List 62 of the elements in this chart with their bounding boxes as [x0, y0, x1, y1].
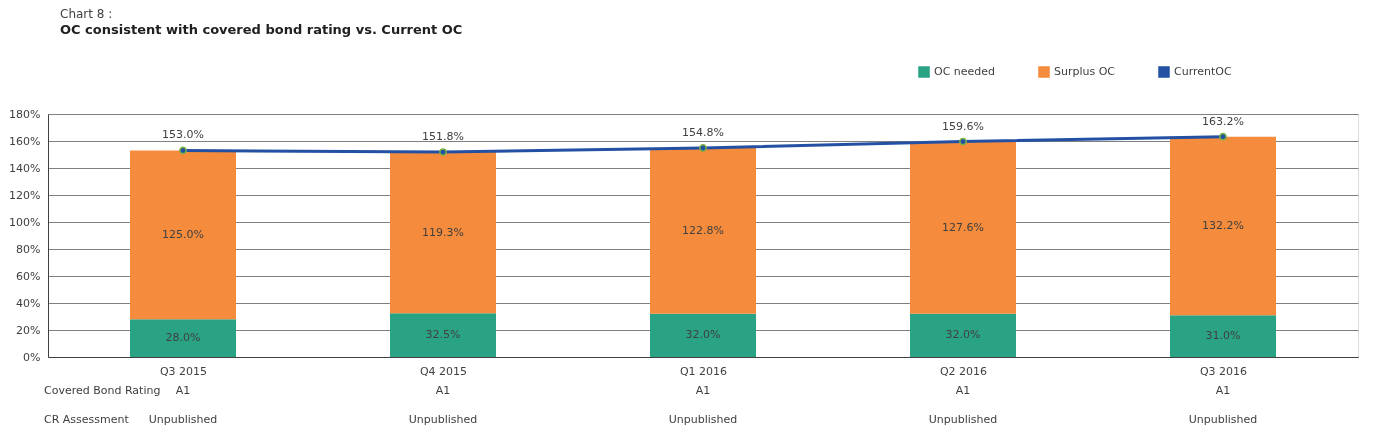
chart-title: Chart 8 : [60, 7, 113, 21]
data-label: 125.0% [162, 227, 204, 241]
text: A1 [435, 384, 451, 397]
text: A1 [1215, 384, 1231, 397]
y-tick-label: 160% [9, 134, 41, 148]
data-label: 32.0% [945, 328, 981, 342]
text: Unpublished [668, 413, 738, 426]
point [439, 148, 447, 156]
text: Unpublished [928, 413, 998, 426]
text: Unpublished [1188, 413, 1258, 426]
y-tick-label: 20% [16, 323, 41, 337]
y-tick-label: 180% [9, 107, 41, 121]
text: A1 [175, 384, 191, 397]
data-label: 31.0% [1205, 329, 1241, 343]
text: A1 [695, 384, 711, 397]
y-tick-label: 80% [16, 242, 41, 256]
data-label: 32.0% [685, 328, 721, 342]
bar [910, 141, 1016, 314]
legend-label: Surplus OC [1054, 65, 1116, 78]
data-label: 154.8% [682, 126, 724, 140]
bar [130, 150, 236, 320]
point [179, 146, 187, 155]
data-label: 119.3% [422, 225, 464, 239]
point [1219, 132, 1227, 141]
x-tick-label: Q3 2015 [159, 364, 208, 378]
data-label: 132.2% [1202, 218, 1244, 232]
x-tick-label: Q3 2016 [1199, 364, 1248, 378]
y-tick-label: 140% [9, 161, 41, 175]
chart-subtitle: OC consistent with covered bond rating vs. Current OC [60, 22, 463, 37]
data-label: 28.0% [165, 331, 201, 345]
y-tick-label: 100% [9, 215, 41, 229]
text: Covered Bond Rating [44, 384, 161, 397]
y-tick-label: 40% [16, 296, 41, 310]
bar [130, 319, 236, 357]
data-label: 127.6% [942, 220, 984, 234]
data-label: 122.8% [682, 223, 724, 237]
y-tick-label: 60% [16, 269, 41, 283]
legend-label: OC needed [934, 65, 996, 78]
y-tick-label: 0% [23, 350, 41, 364]
bar [1170, 315, 1276, 357]
text: Unpublished [408, 413, 478, 426]
legend-label: CurrentOC [1174, 65, 1232, 78]
point [699, 144, 707, 152]
bar [390, 152, 496, 314]
bar [390, 313, 496, 357]
text: Unpublished [148, 413, 218, 426]
data-label: 159.6% [942, 119, 984, 133]
text: CR Assessment [44, 413, 130, 426]
y-tick-label: 120% [9, 188, 41, 202]
text: A1 [955, 384, 971, 397]
point [959, 137, 967, 146]
data-label: 32.5% [425, 328, 461, 342]
bar [910, 313, 1016, 357]
data-label: 163.2% [1202, 114, 1244, 128]
x-tick-label: Q2 2016 [939, 364, 988, 378]
x-tick-label: Q1 2016 [679, 364, 728, 378]
x-tick-label: Q4 2015 [419, 364, 468, 378]
data-label: 151.8% [422, 130, 464, 144]
data-label: 153.0% [162, 128, 204, 142]
bar [650, 148, 756, 314]
bar [1170, 136, 1276, 316]
bar [650, 313, 756, 357]
